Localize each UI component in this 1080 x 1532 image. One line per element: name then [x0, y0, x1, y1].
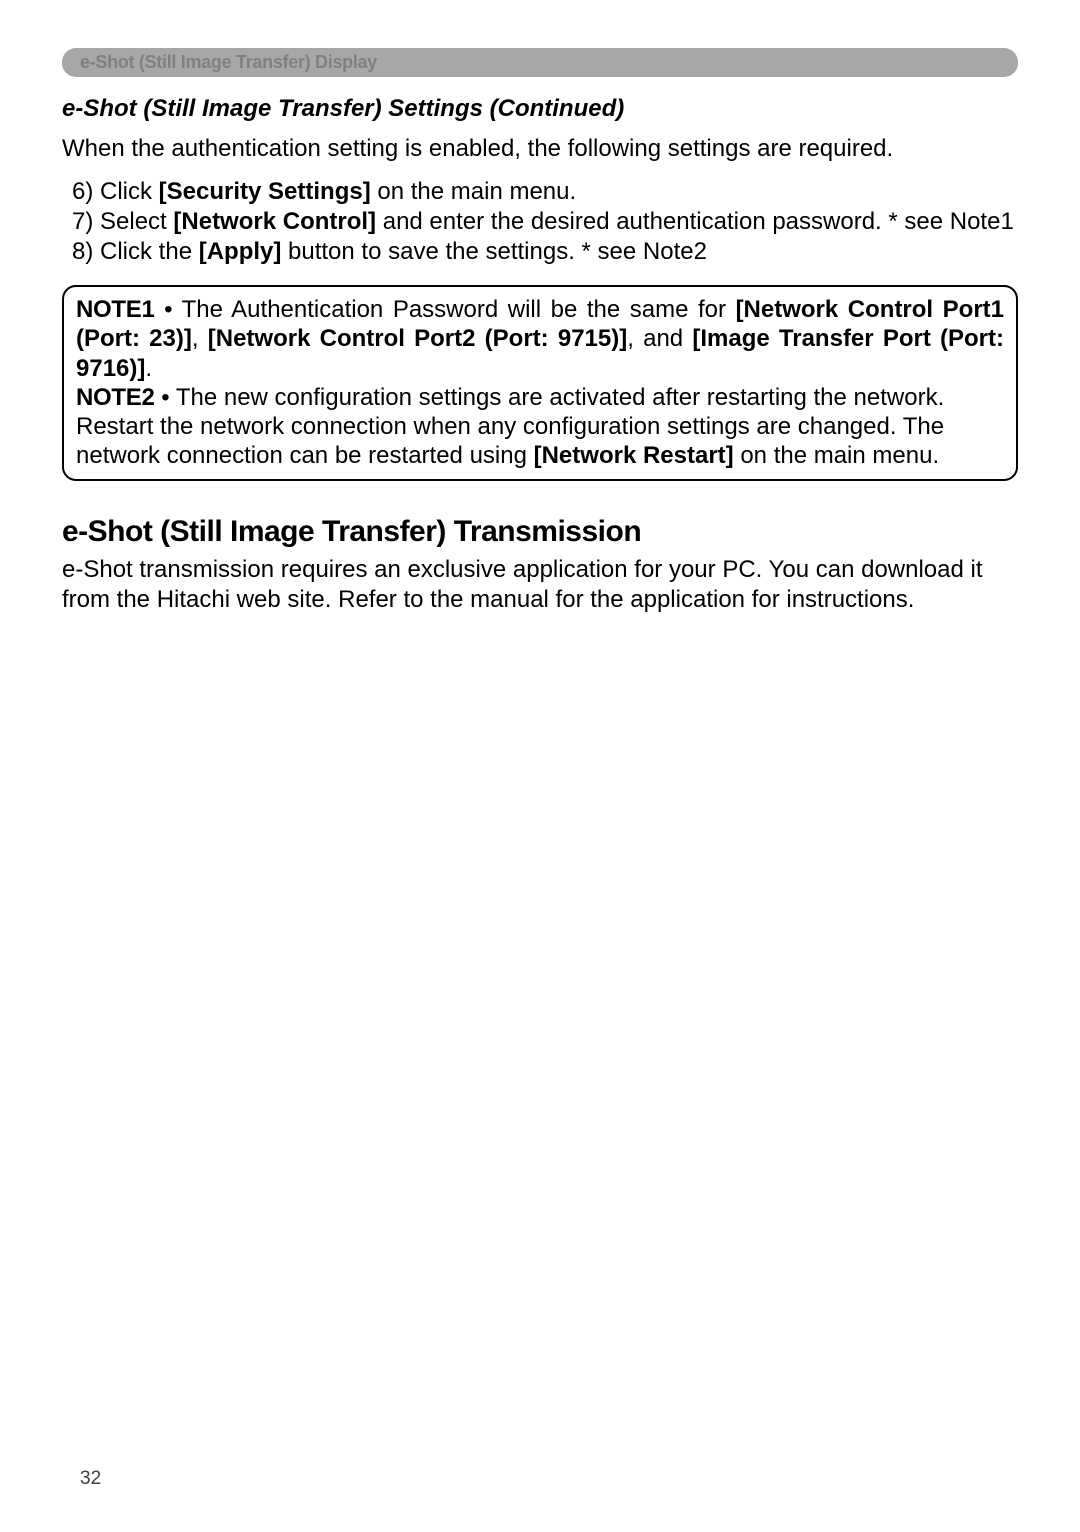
list-item-7-prefix: 7) Select	[72, 208, 173, 235]
note1-text4: .	[145, 355, 152, 382]
section-tab: e-Shot (Still Image Transfer) Display	[62, 48, 1018, 77]
note1-label: NOTE1	[76, 296, 155, 323]
numbered-list: 6) Click [Security Settings] on the main…	[62, 177, 1018, 267]
list-item-7: 7) Select [Network Control] and enter th…	[72, 207, 1018, 237]
list-item-8-prefix: 8) Click the	[72, 238, 199, 265]
page-number: 32	[80, 1468, 101, 1490]
note1-text1: • The Authentication Password will be th…	[155, 296, 736, 323]
note1-text2: ,	[192, 325, 208, 352]
transmission-heading: e-Shot (Still Image Transfer) Transmissi…	[62, 515, 1018, 549]
list-item-6-bold: [Security Settings]	[159, 178, 371, 205]
list-item-7-suffix: and enter the desired authentication pas…	[376, 208, 1014, 235]
list-item-6-suffix: on the main menu.	[371, 178, 576, 205]
intro-text: When the authentication setting is enabl…	[62, 135, 1018, 163]
note1-text3: , and	[627, 325, 692, 352]
list-item-6: 6) Click [Security Settings] on the main…	[72, 177, 1018, 207]
note2-bold1: [Network Restart]	[534, 442, 734, 469]
list-item-8: 8) Click the [Apply] button to save the …	[72, 237, 1018, 267]
list-item-7-bold: [Network Control]	[173, 208, 376, 235]
note2-label: NOTE2	[76, 384, 155, 411]
note2-text2: on the main menu.	[734, 442, 939, 469]
note2-block: NOTE2 • The new configuration settings a…	[76, 383, 1004, 471]
note-box: NOTE1 • The Authentication Password will…	[62, 285, 1018, 481]
list-item-8-bold: [Apply]	[199, 238, 282, 265]
note1-block: NOTE1 • The Authentication Password will…	[76, 295, 1004, 383]
settings-heading: e-Shot (Still Image Transfer) Settings (…	[62, 95, 1018, 123]
note1-bold2: [Network Control Port2 (Port: 9715)]	[208, 325, 628, 352]
transmission-body: e-Shot transmission requires an exclusiv…	[62, 555, 1018, 615]
list-item-8-suffix: button to save the settings. * see Note2	[281, 238, 707, 265]
list-item-6-prefix: 6) Click	[72, 178, 159, 205]
